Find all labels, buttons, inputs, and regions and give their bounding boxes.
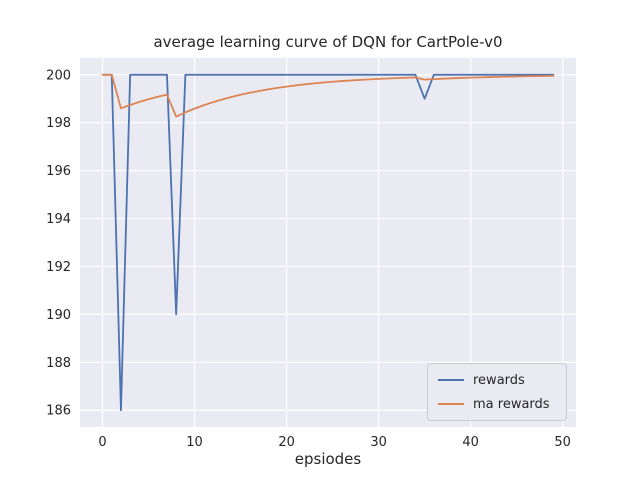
x-tick-label: 20 bbox=[278, 435, 295, 450]
series-line-ma-rewards bbox=[101, 73, 555, 118]
y-tick-label: 198 bbox=[46, 116, 71, 131]
y-tick-label: 194 bbox=[46, 212, 71, 227]
y-tick-label: 196 bbox=[46, 164, 71, 179]
legend-item-rewards: rewards bbox=[438, 371, 550, 389]
legend-swatch-ma-rewards bbox=[438, 403, 464, 405]
y-tick-label: 186 bbox=[46, 404, 71, 419]
chart-title: average learning curve of DQN for CartPo… bbox=[153, 33, 503, 51]
legend-swatch-rewards bbox=[438, 379, 464, 381]
x-tick-label: 50 bbox=[554, 435, 571, 450]
series-line-rewards bbox=[101, 73, 555, 412]
y-tick-label: 192 bbox=[46, 260, 71, 275]
legend-item-ma-rewards: ma rewards bbox=[438, 395, 550, 413]
y-tick-label: 200 bbox=[46, 68, 71, 83]
legend: rewards ma rewards bbox=[427, 363, 567, 421]
x-axis-label: epsiodes bbox=[294, 450, 362, 468]
legend-label-ma-rewards: ma rewards bbox=[473, 396, 550, 412]
x-tick-label: 10 bbox=[186, 435, 203, 450]
y-tick-label: 188 bbox=[46, 356, 71, 371]
x-tick-label: 30 bbox=[370, 435, 387, 450]
x-tick-label: 40 bbox=[462, 435, 479, 450]
x-tick-label: 0 bbox=[98, 435, 106, 450]
y-tick-label: 190 bbox=[46, 308, 71, 323]
legend-label-rewards: rewards bbox=[473, 372, 525, 388]
